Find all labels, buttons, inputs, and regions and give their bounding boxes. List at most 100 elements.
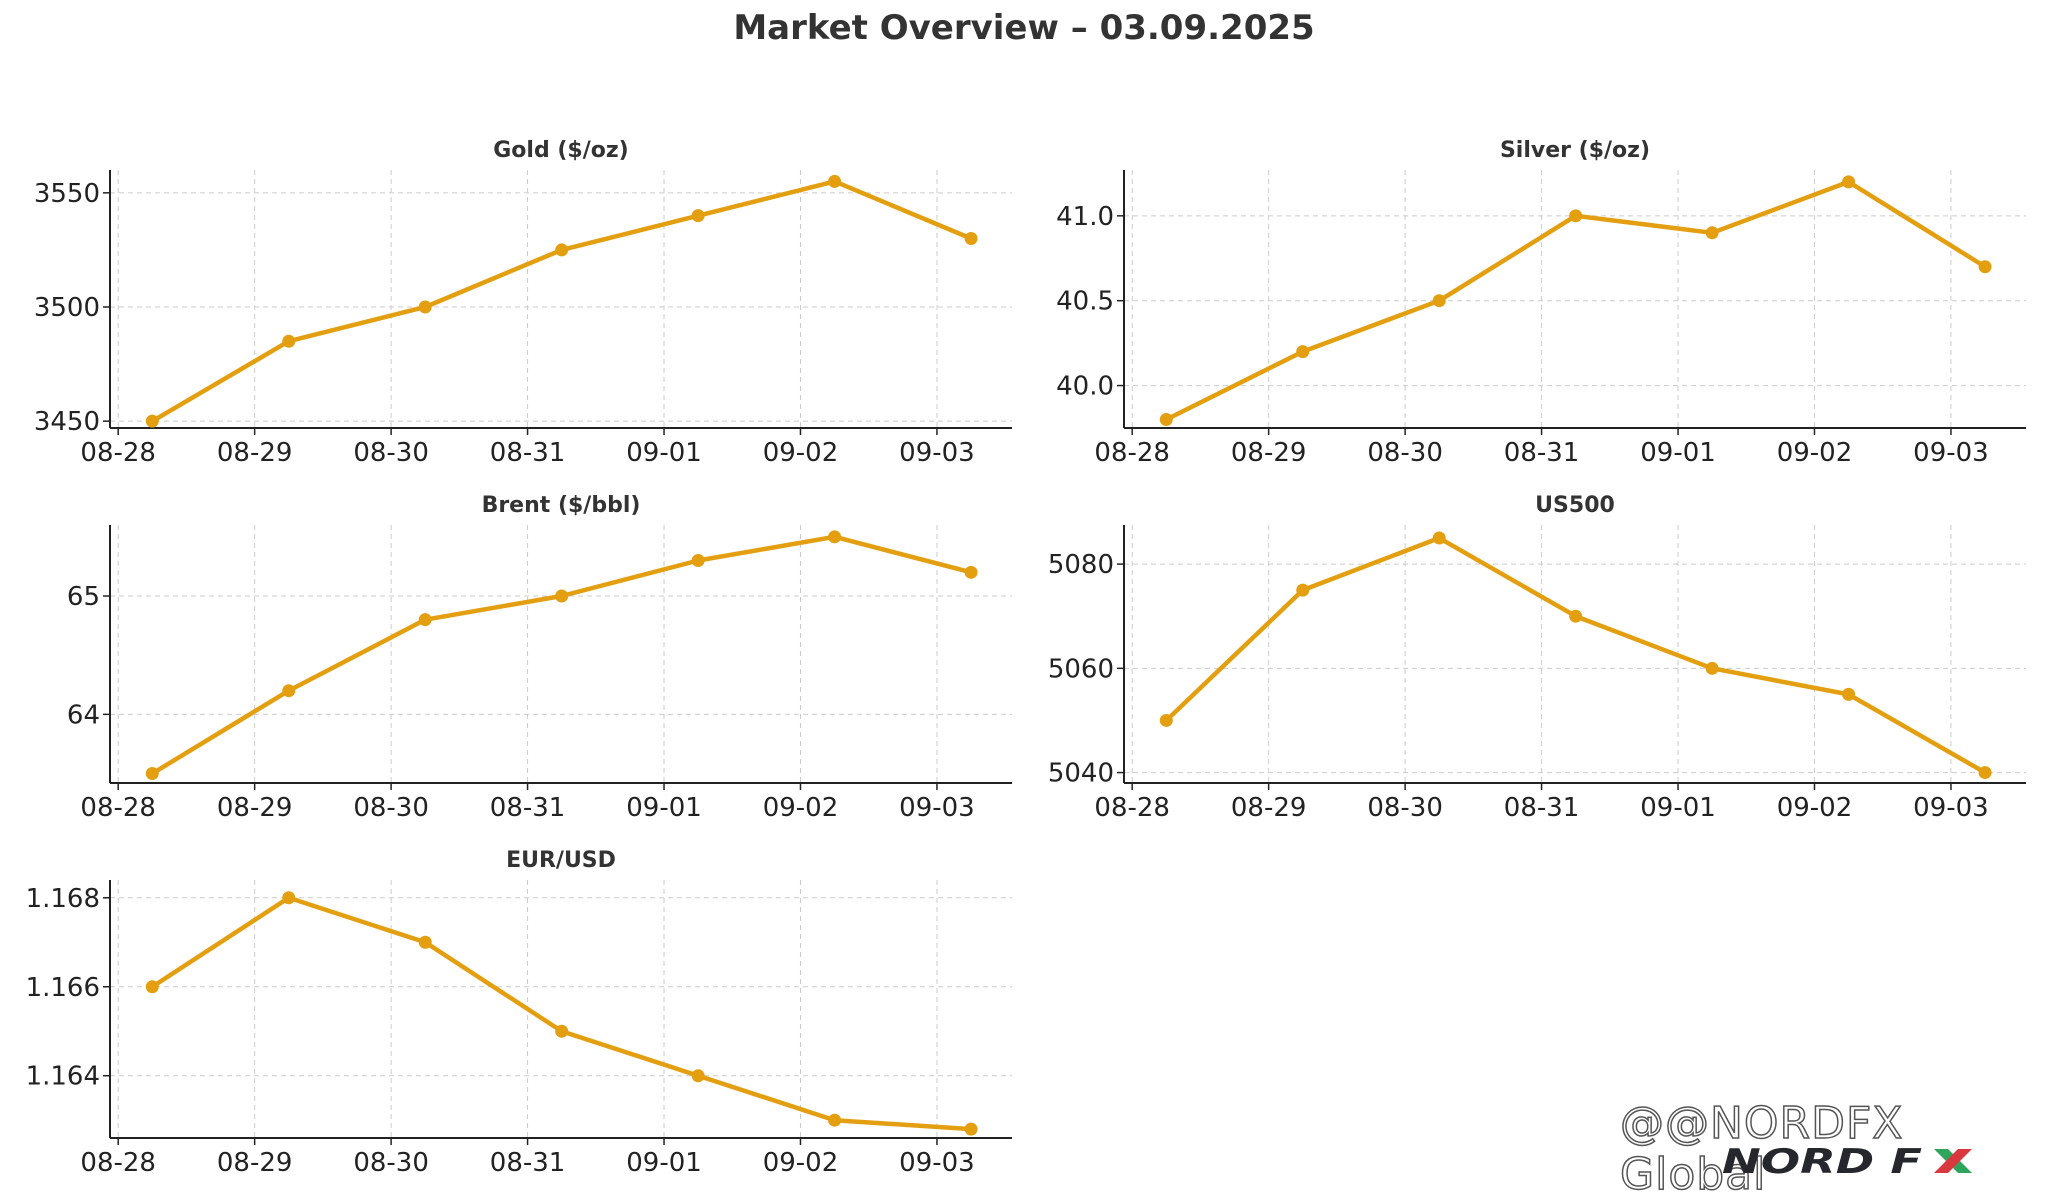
x-tick-label: 09-02	[1777, 793, 1853, 823]
chart-title: US500	[1535, 493, 1615, 518]
x-tick-label: 09-02	[763, 793, 839, 823]
data-point	[691, 1069, 705, 1083]
data-point	[145, 980, 159, 994]
y-tick-label: 5040	[1048, 759, 1114, 789]
x-tick-label: 09-03	[1913, 793, 1989, 823]
x-tick-label: 08-28	[1094, 438, 1170, 468]
y-tick-label: 3500	[34, 293, 100, 323]
x-tick-label: 09-01	[1640, 793, 1716, 823]
threads-icon: @	[1619, 1097, 1665, 1150]
data-point	[1432, 531, 1446, 545]
data-point	[1978, 260, 1992, 274]
data-point	[555, 589, 569, 603]
data-point	[418, 613, 432, 627]
chart-title: Silver ($/oz)	[1500, 138, 1650, 163]
y-tick-label: 5060	[1048, 654, 1114, 684]
chart-title: EUR/USD	[506, 848, 616, 873]
y-tick-label: 3550	[34, 179, 100, 209]
data-point	[1978, 766, 1992, 780]
data-point	[1569, 209, 1583, 223]
data-point	[418, 300, 432, 314]
watermark: @@NORDFX Global NORD F	[1619, 1097, 2040, 1200]
x-tick-label: 09-03	[899, 438, 975, 468]
x-tick-label: 08-29	[217, 793, 293, 823]
x-tick-label: 08-31	[490, 1148, 566, 1178]
x-tick-label: 08-28	[80, 438, 156, 468]
data-point	[282, 891, 296, 905]
y-tick-label: 40.0	[1056, 372, 1114, 402]
x-tick-label: 08-28	[80, 793, 156, 823]
x-tick-label: 09-03	[899, 1148, 975, 1178]
data-point	[1705, 226, 1719, 240]
data-point	[1569, 609, 1583, 623]
x-tick-label: 08-30	[1367, 793, 1443, 823]
data-point	[828, 530, 842, 544]
data-point	[282, 684, 296, 698]
data-point	[555, 243, 569, 257]
data-point	[1705, 661, 1719, 675]
data-point	[1159, 413, 1173, 427]
y-tick-label: 64	[67, 700, 100, 730]
us500-chart: US500 08-28 08-29 08-30 08-31 09-01 09-02 09-03…	[1048, 493, 2026, 823]
y-tick-label: 1.166	[26, 973, 100, 1003]
data-point	[1296, 583, 1310, 597]
brent-chart: Brent ($/bbl) 08-28 08-29 08-30 08-31 09-01 09…	[67, 493, 1012, 823]
y-tick-label: 40.5	[1056, 287, 1114, 317]
x-tick-label: 09-02	[1777, 438, 1853, 468]
chart-title: Gold ($/oz)	[493, 138, 629, 163]
page-title: Market Overview – 03.09.2025	[733, 8, 1315, 48]
data-point	[964, 231, 978, 245]
data-point	[145, 414, 159, 428]
data-point	[691, 209, 705, 223]
y-tick-label: 5080	[1048, 550, 1114, 580]
svg-text:NORD F: NORD F	[1722, 1146, 1922, 1176]
data-point	[691, 554, 705, 568]
x-tick-label: 08-29	[217, 1148, 293, 1178]
x-tick-label: 08-30	[353, 1148, 429, 1178]
x-tick-label: 09-02	[763, 438, 839, 468]
nordfx-logo: NORD F	[1722, 1146, 1972, 1176]
y-tick-label: 1.164	[26, 1062, 100, 1092]
x-tick-label: 08-29	[217, 438, 293, 468]
data-point	[282, 334, 296, 348]
series-line	[150, 179, 974, 424]
data-point	[145, 767, 159, 781]
series-line	[1164, 535, 1988, 775]
data-point	[1432, 294, 1446, 308]
series-line	[150, 895, 974, 1132]
eurusd-chart: EUR/USD 08-28 08-29 08-30 08-31 09-01 09-02 09-…	[26, 848, 1012, 1178]
x-tick-label: 09-01	[626, 438, 702, 468]
data-point	[964, 1122, 978, 1136]
x-tick-label: 08-30	[353, 438, 429, 468]
data-point	[1842, 687, 1856, 701]
x-tick-label: 09-03	[899, 793, 975, 823]
x-tick-label: 09-01	[1640, 438, 1716, 468]
data-point	[555, 1024, 569, 1038]
data-point	[418, 935, 432, 949]
x-tick-label: 09-01	[626, 793, 702, 823]
data-point	[828, 174, 842, 188]
x-tick-label: 08-30	[353, 793, 429, 823]
x-tick-label: 08-29	[1231, 438, 1307, 468]
x-tick-label: 08-31	[490, 793, 566, 823]
x-tick-label: 08-28	[1094, 793, 1170, 823]
x-tick-label: 08-31	[490, 438, 566, 468]
x-tick-label: 08-31	[1504, 438, 1580, 468]
x-tick-label: 08-28	[80, 1148, 156, 1178]
x-tick-label: 09-03	[1913, 438, 1989, 468]
x-tick-label: 08-29	[1231, 793, 1307, 823]
x-tick-label: 09-02	[763, 1148, 839, 1178]
x-tick-label: 08-31	[1504, 793, 1580, 823]
series-line	[150, 534, 974, 776]
chart-title: Brent ($/bbl)	[482, 493, 641, 518]
y-tick-label: 41.0	[1056, 202, 1114, 232]
data-point	[1159, 713, 1173, 727]
data-point	[1296, 345, 1310, 359]
y-tick-label: 3450	[34, 407, 100, 437]
silver-chart: Silver ($/oz) 08-28 08-29 08-30 08-31 09-01 09…	[1056, 138, 2026, 468]
data-point	[828, 1113, 842, 1127]
x-tick-label: 09-01	[626, 1148, 702, 1178]
y-tick-label: 1.168	[26, 884, 100, 914]
x-tick-label: 08-30	[1367, 438, 1443, 468]
data-point	[1842, 175, 1856, 189]
